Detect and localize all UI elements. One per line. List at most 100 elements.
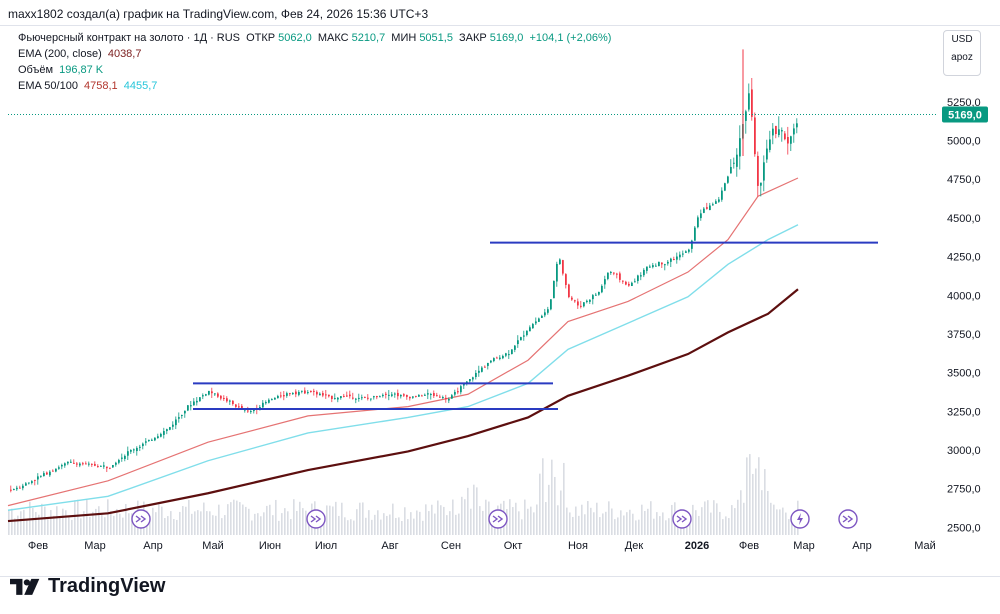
currency-selector[interactable]: USD apoz xyxy=(943,30,981,76)
candle-body xyxy=(496,357,498,359)
candle-body xyxy=(649,266,651,268)
legend-volume-row[interactable]: Объём 196,87 K xyxy=(18,62,614,78)
candle-body xyxy=(166,429,168,432)
candle-body xyxy=(541,315,543,318)
volume-bar xyxy=(626,512,628,535)
volume-bar xyxy=(35,511,37,535)
volume-bar xyxy=(398,517,400,535)
candle-body xyxy=(148,439,150,441)
candle-body xyxy=(376,395,378,398)
candle-body xyxy=(700,213,702,219)
candle-body xyxy=(421,395,423,397)
legend-ohlc-row: Фьючерсный контракт на золото · 1Д · RUS… xyxy=(18,30,614,46)
volume-bar xyxy=(734,508,736,535)
volume-bar xyxy=(617,517,619,535)
candle-body xyxy=(253,409,255,412)
candle-body xyxy=(517,340,519,345)
volume-bar xyxy=(101,514,103,535)
candle-body xyxy=(109,467,111,469)
volume-bar xyxy=(323,517,325,535)
volume-bar xyxy=(86,499,88,535)
volume-bar xyxy=(104,517,106,535)
volume-bar xyxy=(278,520,280,535)
candle-body xyxy=(511,349,513,355)
price-chart[interactable]: 2500,0 2750,0 3000,0 3250,0 3500,0 3750,0 4000… xyxy=(0,25,1000,575)
candle-body xyxy=(214,393,216,395)
close-value: 5169,0 xyxy=(489,32,524,44)
arrow-glyph xyxy=(842,515,854,523)
candle-body xyxy=(448,398,450,401)
volume-bar xyxy=(263,512,265,535)
volume-bar xyxy=(158,504,160,535)
volume-bar xyxy=(350,519,352,535)
volume-bar xyxy=(698,515,700,535)
candle-body xyxy=(262,402,264,408)
candle-body xyxy=(427,393,429,395)
candle-body xyxy=(523,335,525,337)
candle-body xyxy=(619,273,621,280)
volume-bar xyxy=(62,508,64,535)
volume-bar xyxy=(707,500,709,535)
volume-bar xyxy=(23,509,25,535)
candle-body xyxy=(454,391,456,395)
volume-bar xyxy=(56,506,58,535)
candle-body xyxy=(292,393,294,395)
candle-body xyxy=(13,489,15,491)
y-tick-label-2: 3000,0 xyxy=(947,445,981,457)
candle-body xyxy=(763,162,765,181)
volume-bar xyxy=(371,519,373,535)
candle-body xyxy=(772,128,774,136)
candle-body xyxy=(676,256,678,260)
candle-body xyxy=(724,183,726,191)
volume-bar xyxy=(287,511,289,535)
volume-bar xyxy=(341,502,343,535)
candle-body xyxy=(328,394,330,397)
brand-name: TradingView xyxy=(48,574,166,597)
candle-body xyxy=(307,392,309,394)
candle-body xyxy=(451,395,453,399)
volume-bar xyxy=(164,518,166,535)
volume-bar xyxy=(332,506,334,535)
candle-body xyxy=(592,295,594,300)
y-tick-label-3: 3250,0 xyxy=(947,406,981,418)
candle-body xyxy=(685,251,687,253)
volume-bar xyxy=(431,504,433,535)
candle-body xyxy=(694,227,696,241)
tradingview-logo[interactable]: TradingView xyxy=(10,575,165,597)
candle-body xyxy=(457,391,459,393)
volume-bar xyxy=(209,511,211,535)
candle-body xyxy=(640,275,642,277)
candle-body xyxy=(379,396,381,398)
candle-body xyxy=(127,451,129,456)
candle-body xyxy=(502,355,504,359)
volume-bar xyxy=(236,500,238,535)
candle-body xyxy=(361,397,363,399)
volume-bar xyxy=(713,500,715,535)
candle-body xyxy=(475,372,477,378)
candle-body xyxy=(364,396,366,398)
volume-bar xyxy=(20,511,22,535)
chart-frame[interactable] xyxy=(0,25,1000,577)
candle-body xyxy=(598,291,600,295)
volume-bar xyxy=(347,520,349,535)
candle-body xyxy=(280,395,282,397)
candle-body xyxy=(343,395,345,397)
volume-bar xyxy=(251,520,253,535)
volume-bar xyxy=(668,518,670,535)
legend-ema200-row[interactable]: EMA (200, close) 4038,7 xyxy=(18,46,614,62)
y-tick-label-10: 5000,0 xyxy=(947,136,981,148)
volume-bar xyxy=(173,519,175,535)
legend-ema50-100-row[interactable]: EMA 50/100 4758,1 4455,7 xyxy=(18,78,614,94)
arrow-glyph xyxy=(492,515,504,523)
volume-bar xyxy=(155,512,157,535)
candle-body xyxy=(556,263,558,282)
x-tick-label-10: Дек xyxy=(625,540,644,552)
candle-body xyxy=(703,208,705,213)
volume-bar xyxy=(281,513,283,535)
volume-bar xyxy=(437,500,439,535)
volume-bar xyxy=(749,454,751,535)
volume-bar xyxy=(44,506,46,535)
candle-body xyxy=(331,395,333,399)
volume-bar xyxy=(38,514,40,535)
volume-bar xyxy=(653,518,655,535)
